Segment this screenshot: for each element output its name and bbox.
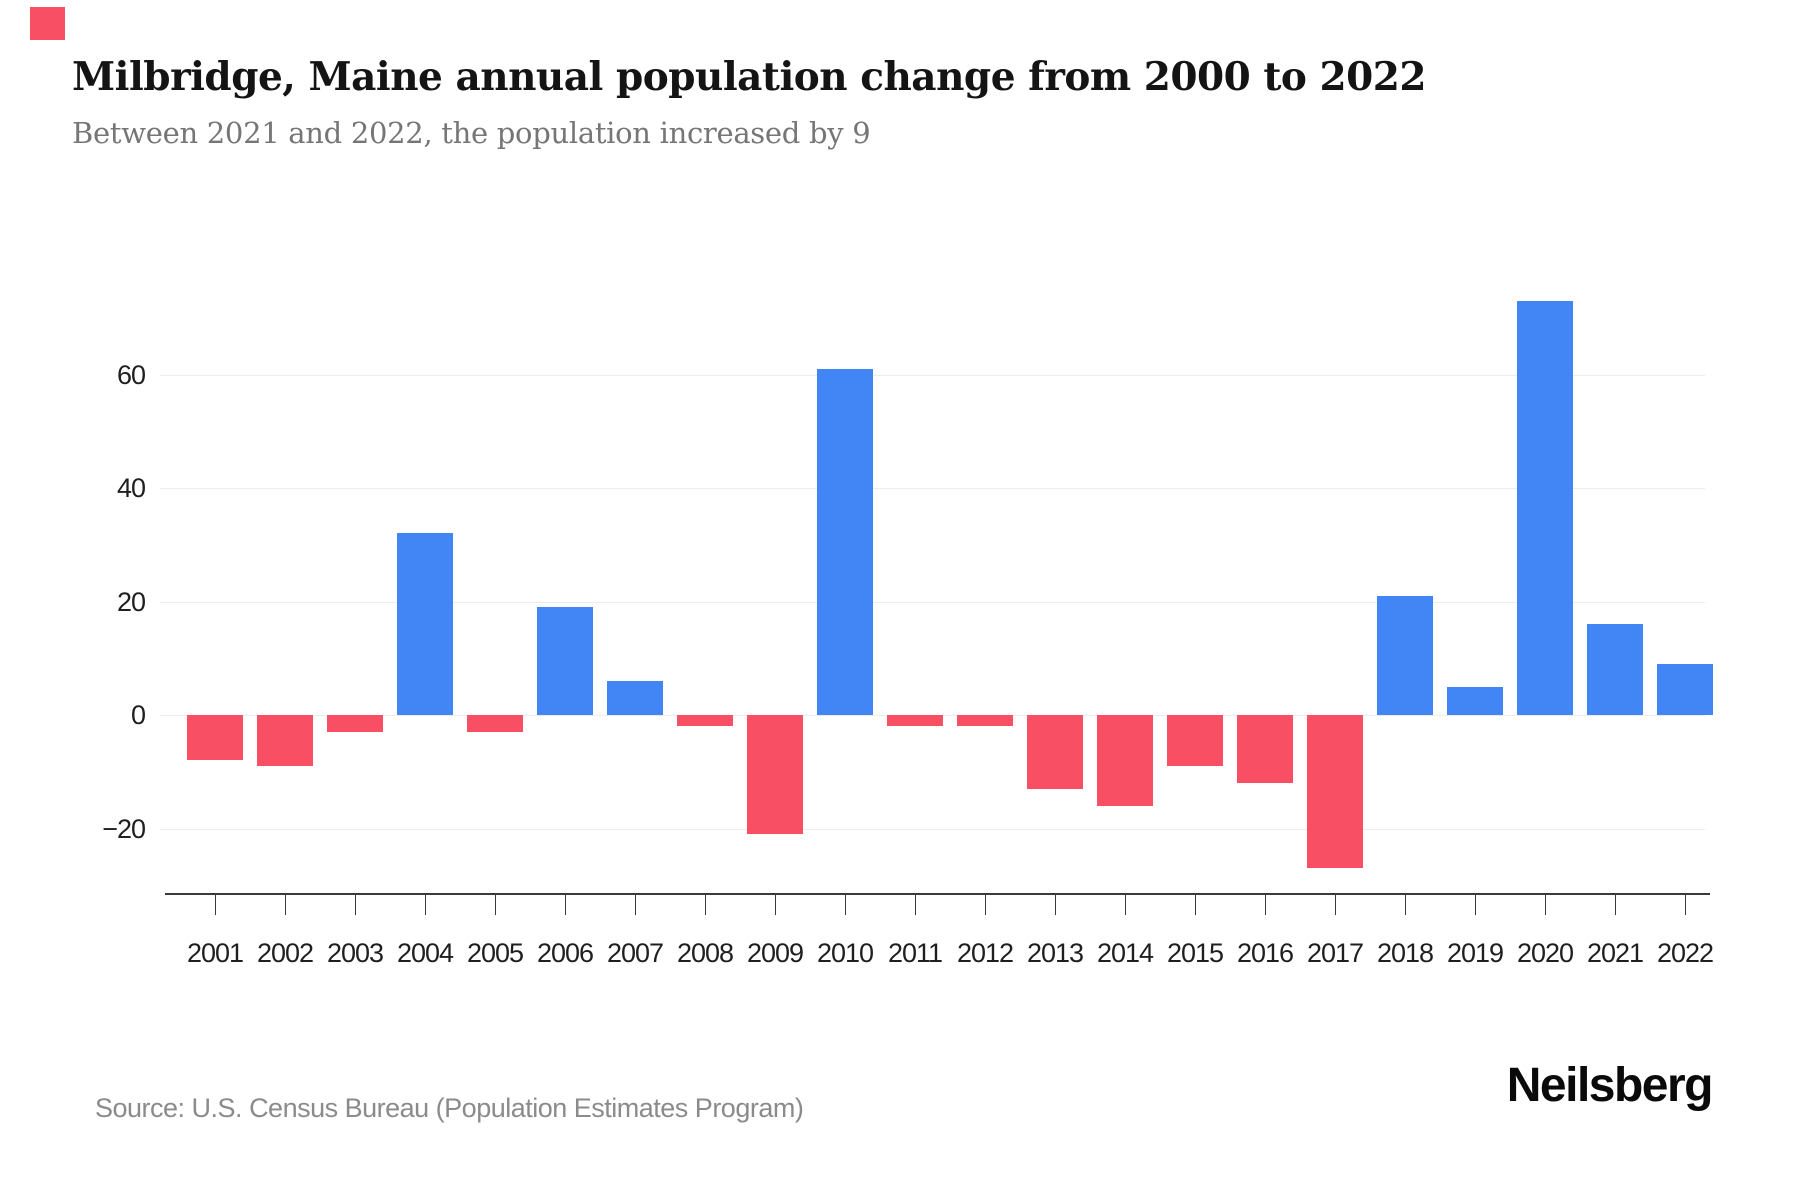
bar-2001[interactable]	[187, 715, 243, 760]
x-tick-2021	[1615, 893, 1616, 915]
x-axis-label-2019: 2019	[1446, 938, 1504, 968]
bar-2021[interactable]	[1587, 624, 1643, 715]
bar-2004[interactable]	[397, 533, 453, 715]
x-tick-2011	[915, 893, 916, 915]
x-axis-line	[165, 893, 1710, 895]
bar-2015[interactable]	[1167, 715, 1223, 766]
y-axis-label-0: 0	[130, 700, 146, 730]
x-axis-label-2004: 2004	[396, 938, 454, 968]
chart-title: Milbridge, Maine annual population chang…	[72, 54, 1427, 100]
x-axis-label-2016: 2016	[1236, 938, 1294, 968]
bar-2020[interactable]	[1517, 301, 1573, 715]
x-axis-label-2018: 2018	[1376, 938, 1434, 968]
y-axis-label-40: 40	[116, 473, 146, 503]
chart-subtitle: Between 2021 and 2022, the population in…	[72, 116, 871, 150]
x-axis-label-2009: 2009	[746, 938, 804, 968]
bar-2009[interactable]	[747, 715, 803, 834]
x-tick-2017	[1335, 893, 1336, 915]
x-tick-2006	[565, 893, 566, 915]
bar-2003[interactable]	[327, 715, 383, 732]
x-tick-2016	[1265, 893, 1266, 915]
x-tick-2019	[1475, 893, 1476, 915]
x-axis-label-2020: 2020	[1516, 938, 1574, 968]
x-axis-label-2022: 2022	[1656, 938, 1714, 968]
x-tick-2018	[1405, 893, 1406, 915]
bar-2006[interactable]	[537, 607, 593, 715]
bar-2008[interactable]	[677, 715, 733, 726]
x-tick-2010	[845, 893, 846, 915]
x-axis-label-2007: 2007	[606, 938, 664, 968]
x-tick-2001	[215, 893, 216, 915]
x-axis-label-2013: 2013	[1026, 938, 1084, 968]
x-tick-2022	[1685, 893, 1686, 915]
bar-2002[interactable]	[257, 715, 313, 766]
x-tick-2003	[355, 893, 356, 915]
x-tick-2004	[425, 893, 426, 915]
bar-2010[interactable]	[817, 369, 873, 715]
x-tick-2009	[775, 893, 776, 915]
x-axis-label-2010: 2010	[816, 938, 874, 968]
gridline-60	[160, 375, 1705, 376]
x-axis-label-2014: 2014	[1096, 938, 1154, 968]
brand-accent-square	[30, 7, 65, 40]
bar-2017[interactable]	[1307, 715, 1363, 868]
gridline--20	[160, 829, 1705, 830]
x-tick-2014	[1125, 893, 1126, 915]
x-axis-label-2003: 2003	[326, 938, 384, 968]
bar-2014[interactable]	[1097, 715, 1153, 806]
x-axis-label-2008: 2008	[676, 938, 734, 968]
x-tick-2012	[985, 893, 986, 915]
gridline-40	[160, 488, 1705, 489]
source-attribution: Source: U.S. Census Bureau (Population E…	[95, 1093, 804, 1123]
x-axis-label-2017: 2017	[1306, 938, 1364, 968]
x-axis-label-2006: 2006	[536, 938, 594, 968]
bar-2005[interactable]	[467, 715, 523, 732]
bar-2013[interactable]	[1027, 715, 1083, 789]
x-axis-label-2012: 2012	[956, 938, 1014, 968]
x-tick-2013	[1055, 893, 1056, 915]
x-tick-2002	[285, 893, 286, 915]
bar-2016[interactable]	[1237, 715, 1293, 783]
x-axis-label-2011: 2011	[887, 938, 943, 968]
x-axis-label-2015: 2015	[1166, 938, 1224, 968]
x-tick-2015	[1195, 893, 1196, 915]
x-axis-label-2001: 2001	[186, 938, 244, 968]
gridline-20	[160, 602, 1705, 603]
bar-2007[interactable]	[607, 681, 663, 715]
bar-2018[interactable]	[1377, 596, 1433, 715]
bar-2019[interactable]	[1447, 687, 1503, 715]
neilsberg-logo: Neilsberg	[1506, 1059, 1714, 1112]
x-tick-2008	[705, 893, 706, 915]
x-tick-2005	[495, 893, 496, 915]
y-axis-label-20: 20	[116, 587, 146, 617]
x-axis-label-2002: 2002	[256, 938, 314, 968]
x-axis-label-2021: 2021	[1586, 938, 1644, 968]
y-axis-label-60: 60	[116, 360, 146, 390]
y-axis-label--20: −20	[102, 814, 146, 844]
x-tick-2007	[635, 893, 636, 915]
bar-2022[interactable]	[1657, 664, 1713, 715]
bar-2011[interactable]	[887, 715, 943, 726]
bar-2012[interactable]	[957, 715, 1013, 726]
x-tick-2020	[1545, 893, 1546, 915]
x-axis-label-2005: 2005	[466, 938, 524, 968]
